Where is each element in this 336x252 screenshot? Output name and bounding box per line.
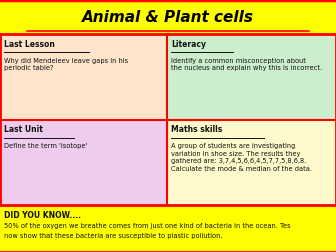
Text: Define the term 'isotope': Define the term 'isotope' xyxy=(4,143,87,149)
Text: Literacy: Literacy xyxy=(171,40,206,49)
Text: 50% of the oxygen we breathe comes from just one kind of bacteria in the ocean. : 50% of the oxygen we breathe comes from … xyxy=(4,223,291,229)
Text: Identify a common misconception about
the nucleus and explain why this is incorr: Identify a common misconception about th… xyxy=(171,58,322,71)
Bar xyxy=(0,34,167,120)
Text: A group of students are investigating
variation in shoe size. The results they
g: A group of students are investigating va… xyxy=(171,143,312,172)
Text: now show that these bacteria are susceptible to plastic pollution.: now show that these bacteria are suscept… xyxy=(4,233,222,239)
Text: Last Unit: Last Unit xyxy=(4,125,43,134)
Bar xyxy=(0,205,336,252)
Bar xyxy=(0,0,336,34)
Text: Last Lesson: Last Lesson xyxy=(4,40,55,49)
Bar xyxy=(0,120,167,205)
Bar xyxy=(167,34,336,120)
Text: Animal & Plant cells: Animal & Plant cells xyxy=(82,10,254,24)
Text: Maths skills: Maths skills xyxy=(171,125,222,134)
Text: DID YOU KNOW....: DID YOU KNOW.... xyxy=(4,211,81,220)
Bar xyxy=(167,120,336,205)
Text: Why did Mendeleev leave gaps in his
periodic table?: Why did Mendeleev leave gaps in his peri… xyxy=(4,58,128,71)
